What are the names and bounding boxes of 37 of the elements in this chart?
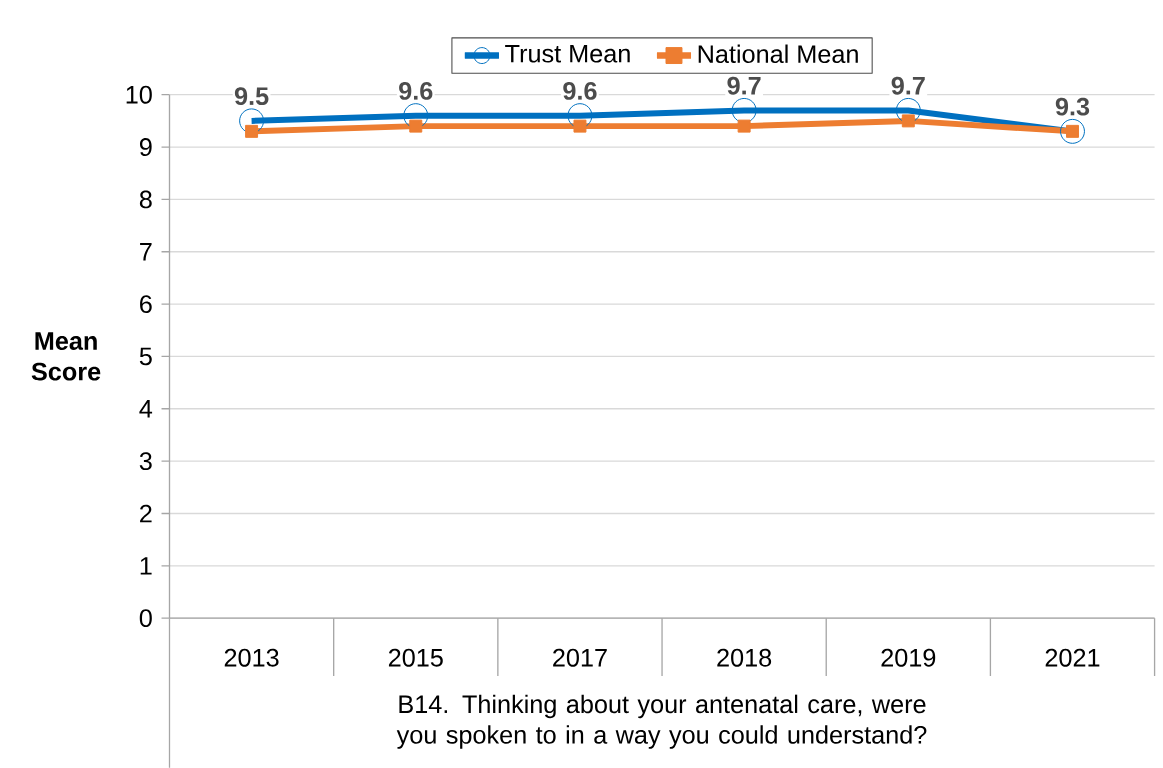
- data-label: 9.6: [563, 81, 597, 100]
- y-tick-label: 4: [139, 399, 153, 418]
- y-tick-label: 6: [140, 294, 152, 313]
- y-tick-label: 9: [139, 137, 152, 156]
- legend-label: Trust Mean: [505, 44, 630, 63]
- x-tick-label: 2018: [717, 648, 772, 667]
- point: [731, 97, 757, 123]
- point: [737, 119, 751, 133]
- x-tick-label: 2017: [553, 648, 607, 667]
- y-tick-label: 3: [139, 452, 152, 470]
- x-tick-label: 2019: [881, 648, 936, 667]
- x-axis-title: B14. Thinking about your antenatal care, were you spoken to in a way you could understand?: [396, 694, 927, 749]
- data-label: 9.6: [399, 81, 433, 100]
- point: [901, 114, 915, 128]
- point: [895, 97, 921, 123]
- y-tick-label: 10: [126, 85, 152, 104]
- x-tick-label: 2013: [224, 648, 279, 667]
- data-label: 9.3: [1055, 97, 1090, 116]
- y-tick-label: 0: [139, 609, 152, 627]
- y-tick-label: 1: [140, 556, 152, 575]
- point: [239, 108, 265, 134]
- point: [567, 103, 593, 128]
- data-label: 9.7: [891, 76, 925, 95]
- point: [409, 119, 423, 133]
- y-tick-label: 7: [140, 242, 152, 261]
- y-tick-label: 8: [139, 190, 152, 209]
- data-label: 9.5: [234, 87, 269, 105]
- y-tick-label: 2: [140, 504, 152, 523]
- y-tick-label: 5: [139, 347, 152, 366]
- point: [245, 124, 259, 138]
- y-axis-title: Mean Score: [31, 332, 101, 381]
- legend-label: National Mean: [698, 44, 858, 63]
- x-tick-label: 2015: [388, 648, 443, 667]
- point: [403, 103, 429, 128]
- data-label: 9.7: [727, 76, 761, 95]
- x-tick-label: 2021: [1045, 648, 1100, 667]
- point: [573, 119, 587, 133]
